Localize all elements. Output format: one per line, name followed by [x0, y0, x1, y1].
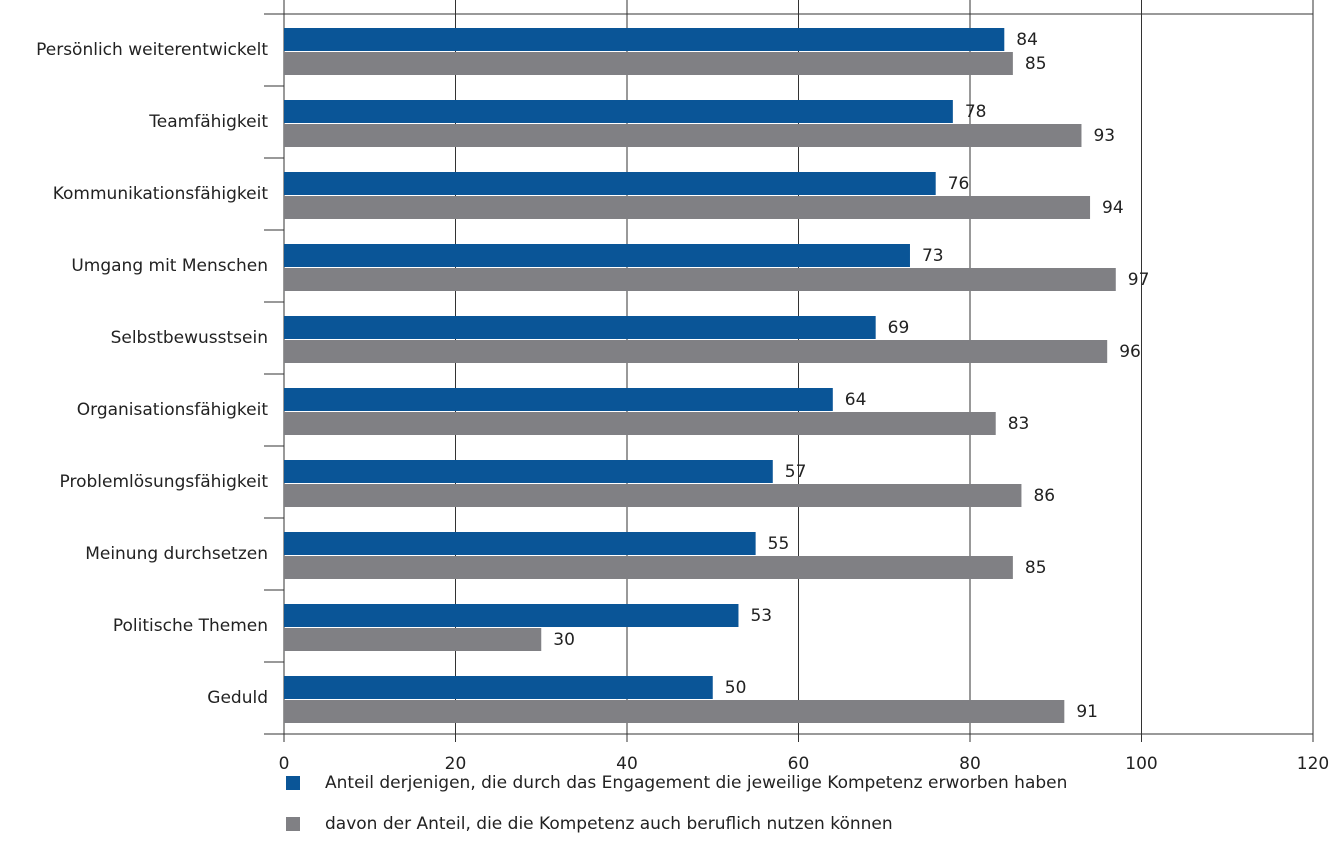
legend-label: Anteil derjenigen, die durch das Engagem… [325, 773, 1067, 793]
x-tick-label: 120 [1297, 754, 1329, 774]
value-label: 30 [553, 630, 575, 650]
bar [284, 532, 756, 555]
y-tick-label: Problemlösungsfähigkeit [60, 472, 269, 492]
value-label: 91 [1076, 702, 1098, 722]
y-tick-label: Umgang mit Menschen [71, 256, 268, 276]
value-label: 78 [965, 102, 987, 122]
y-tick-label: Persönlich weiterentwickelt [36, 40, 268, 60]
bar [284, 604, 739, 627]
bar [284, 100, 953, 123]
bar [284, 700, 1065, 723]
y-tick-label: Meinung durchsetzen [85, 544, 268, 564]
value-label: 85 [1025, 558, 1047, 578]
bar [284, 556, 1013, 579]
legend-label: davon der Anteil, die die Kompetenz auch… [325, 814, 893, 834]
x-tick-label: 60 [788, 754, 810, 774]
y-tick-label: Organisationsfähigkeit [77, 400, 269, 420]
bar [284, 172, 936, 195]
value-label: 96 [1119, 342, 1141, 362]
bar [284, 316, 876, 339]
x-tick-label: 20 [445, 754, 467, 774]
bar [284, 628, 542, 651]
value-label: 69 [888, 318, 910, 338]
y-tick-label: Geduld [207, 688, 268, 708]
bar [284, 28, 1005, 51]
legend-swatch [286, 776, 300, 790]
bar [284, 460, 773, 483]
x-tick-label: 100 [1125, 754, 1157, 774]
legend-swatch [286, 817, 300, 831]
value-label: 97 [1128, 270, 1150, 290]
value-label: 93 [1093, 126, 1115, 146]
value-label: 50 [725, 678, 747, 698]
bar [284, 676, 713, 699]
bar [284, 340, 1108, 363]
value-label: 84 [1016, 30, 1038, 50]
value-label: 86 [1033, 486, 1055, 506]
bar [284, 484, 1022, 507]
y-tick-label: Politische Themen [113, 616, 268, 636]
value-label: 76 [948, 174, 970, 194]
bar [284, 268, 1116, 291]
y-tick-label: Teamfähigkeit [148, 112, 268, 132]
y-tick-label: Kommunikationsfähigkeit [53, 184, 269, 204]
value-label: 57 [785, 462, 807, 482]
bar [284, 244, 910, 267]
x-tick-label: 0 [279, 754, 290, 774]
value-label: 85 [1025, 54, 1047, 74]
bar [284, 124, 1082, 147]
x-tick-label: 80 [959, 754, 981, 774]
value-label: 73 [922, 246, 944, 266]
x-tick-label: 40 [616, 754, 638, 774]
bar [284, 412, 996, 435]
value-label: 94 [1102, 198, 1124, 218]
value-label: 83 [1008, 414, 1030, 434]
value-label: 53 [750, 606, 772, 626]
bar [284, 196, 1091, 219]
bar [284, 52, 1013, 75]
y-tick-label: Selbstbewusstsein [111, 328, 268, 348]
value-label: 64 [845, 390, 867, 410]
bar [284, 388, 833, 411]
value-label: 55 [768, 534, 790, 554]
